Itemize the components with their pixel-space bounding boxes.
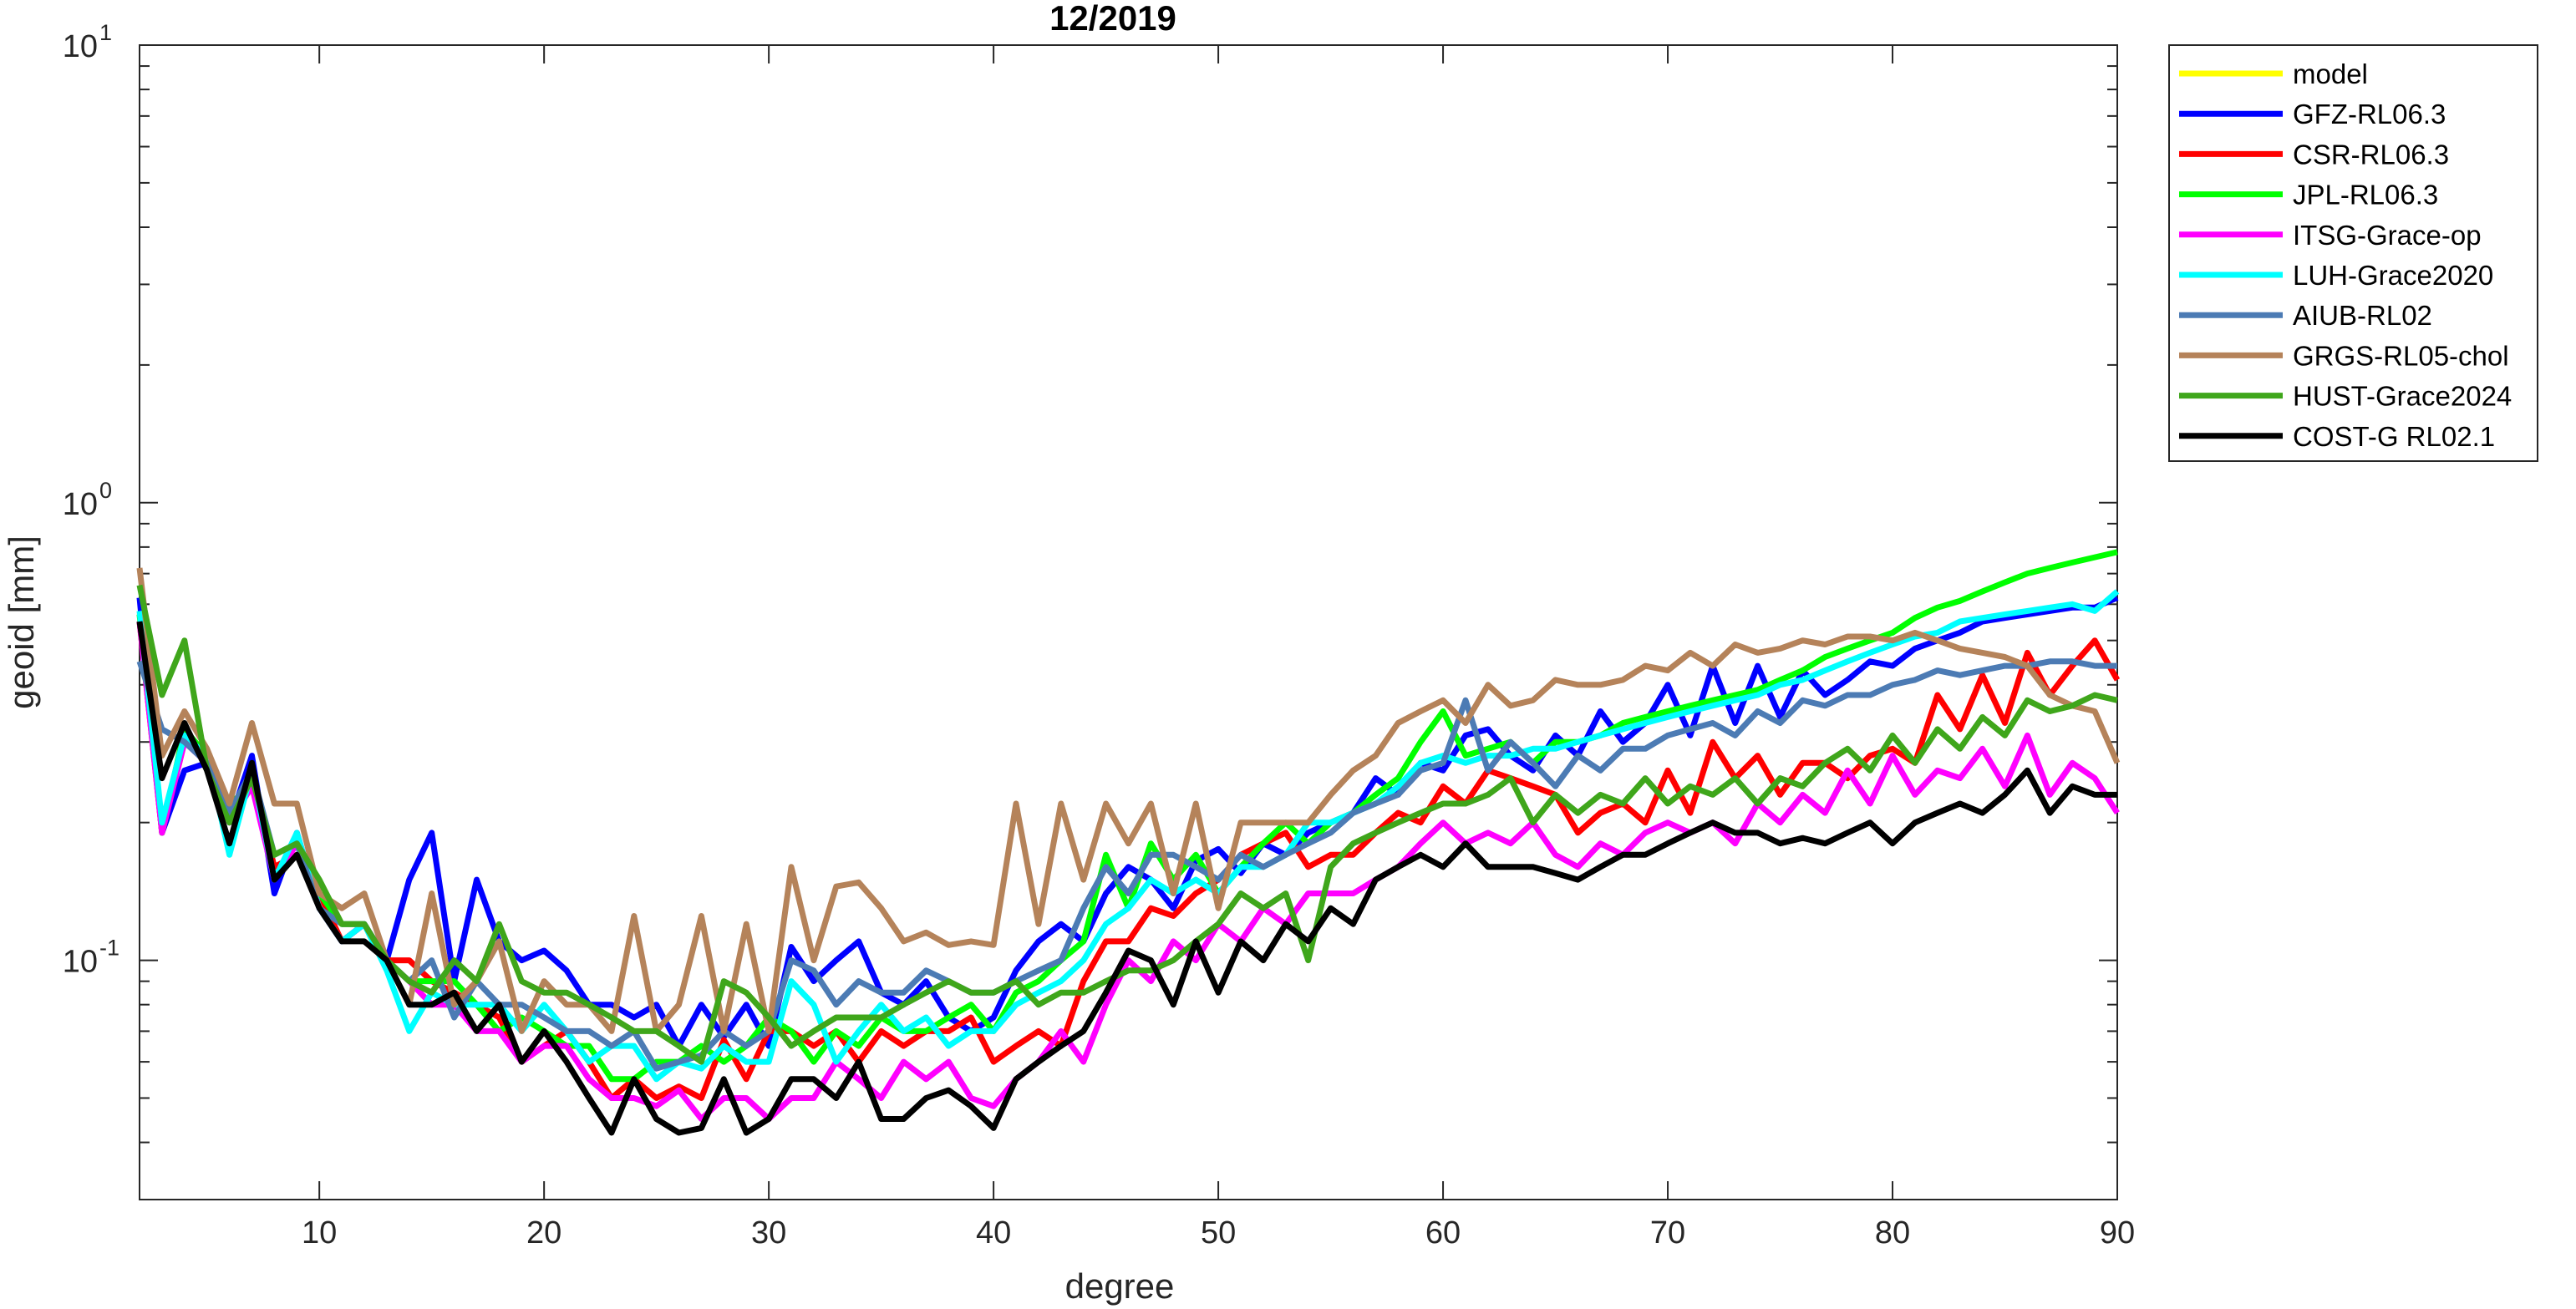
legend-label-itsg-grace-op: ITSG-Grace-op (2293, 220, 2482, 251)
x-tick-label: 60 (1425, 1215, 1461, 1251)
series-line-grgs-rl05-chol (136, 567, 2121, 1034)
legend-label-model: model (2293, 58, 2368, 89)
y-tick-exponent: -1 (99, 936, 119, 961)
legend-label-grgs-rl05-chol: GRGS-RL05-chol (2293, 340, 2509, 371)
legend-label-hust-grace2024: HUST-Grace2024 (2293, 381, 2512, 412)
y-tick-label: 10 (63, 945, 98, 980)
legend-label-gfz-rl06-3: GFZ-RL06.3 (2293, 99, 2446, 129)
y-tick-label: 10 (63, 29, 98, 64)
series-lines (136, 549, 2121, 1136)
x-tick-label: 30 (751, 1215, 786, 1251)
x-tick-label: 90 (2100, 1215, 2135, 1251)
legend: model GFZ-RL06.3 CSR-RL06.3 JPL-RL06.3 ITSG-… (2168, 44, 2538, 462)
y-axis-title: geoid [mm] (2, 535, 41, 709)
chart-title: 12/2019 (1049, 0, 1176, 38)
x-tick-label: 50 (1201, 1215, 1236, 1251)
x-tick-label: 70 (1650, 1215, 1685, 1251)
x-tick-label: 10 (302, 1215, 337, 1251)
x-axis: 10 20 30 40 50 60 70 80 90 (302, 45, 2135, 1251)
x-axis-title: degree (1065, 1266, 1175, 1306)
plot-frame (139, 44, 2118, 1200)
series-line-cost-g-rl02-1 (136, 621, 2117, 1136)
legend-label-jpl-rl06-3: JPL-RL06.3 (2293, 180, 2438, 211)
series-line-gfz-rl06-3 (136, 595, 2119, 1049)
y-tick-exponent: 0 (99, 478, 112, 503)
y-tick-exponent: 1 (99, 20, 112, 45)
series-line-hust-grace2024 (136, 584, 2118, 1065)
legend-label-luh-grace2020: LUH-Grace2020 (2293, 260, 2493, 291)
legend-label-aiub-rl02: AIUB-RL02 (2293, 300, 2432, 331)
legend-label-cost-g-rl02-1: COST-G RL02.1 (2293, 421, 2495, 452)
x-tick-label: 20 (526, 1215, 561, 1251)
series-line-luh-grace2020 (136, 589, 2120, 1083)
series-line-aiub-rl02 (136, 658, 2117, 1072)
y-tick-label: 10 (63, 487, 98, 522)
plot-area (139, 44, 2118, 1200)
x-tick-label: 80 (1875, 1215, 1910, 1251)
x-tick-label: 40 (976, 1215, 1011, 1251)
legend-label-csr-rl06-3: CSR-RL06.3 (2293, 139, 2449, 170)
